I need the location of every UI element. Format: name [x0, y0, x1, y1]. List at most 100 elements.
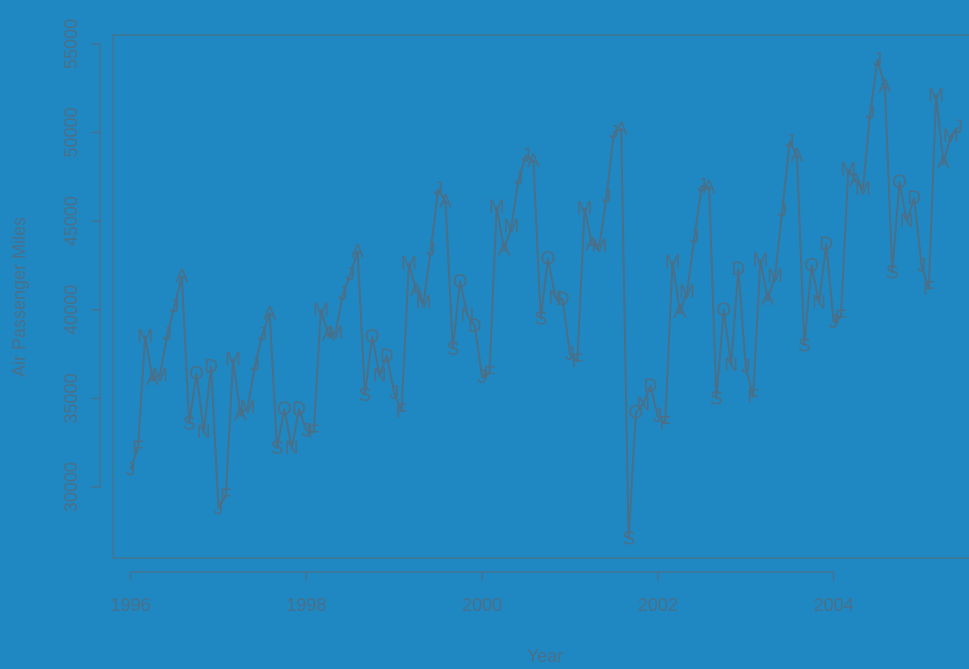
data-point-label: A: [322, 325, 335, 346]
data-point-label: M: [240, 397, 256, 418]
data-point-label: J: [873, 50, 883, 71]
data-point-label: O: [365, 326, 380, 347]
plot-frame: [112, 34, 969, 559]
data-point-label: F: [396, 401, 408, 422]
data-point-label: J: [521, 146, 531, 167]
data-point-label: S: [534, 309, 547, 330]
data-point-label: M: [591, 236, 607, 257]
data-point-label: M: [767, 266, 783, 287]
data-point-label: J: [250, 355, 260, 376]
data-point-label: J: [338, 284, 348, 305]
data-point-label: J: [829, 312, 839, 333]
data-point-label: D: [380, 346, 394, 367]
data-point-label: O: [716, 300, 731, 321]
data-point-label: A: [703, 178, 716, 199]
data-point-label: M: [489, 197, 505, 218]
x-tick-label: 2000: [462, 595, 502, 615]
data-point-label: S: [271, 438, 284, 459]
y-tick-label: 40000: [61, 285, 81, 335]
data-point-label: J: [162, 325, 172, 346]
y-tick-label: 45000: [61, 196, 81, 246]
data-point-label: S: [886, 263, 899, 284]
data-point-label: A: [937, 153, 950, 174]
data-point-label: M: [313, 300, 329, 321]
data-point-label: D: [732, 259, 746, 280]
data-point-label: O: [277, 399, 292, 420]
x-tick-label: 2004: [814, 595, 854, 615]
data-point-label: J: [302, 420, 312, 441]
data-point-label: D: [644, 376, 658, 397]
data-point-label: F: [571, 351, 583, 372]
data-point-label: F: [220, 486, 232, 507]
y-axis: 30000 35000 40000 45000 50000 55000: [61, 19, 101, 512]
data-point-label: F: [659, 413, 671, 434]
data-point-label: J: [741, 357, 751, 378]
data-point-label: S: [359, 385, 372, 406]
data-point-label: A: [849, 170, 862, 191]
data-point-label: S: [798, 335, 811, 356]
data-point-label: N: [285, 438, 299, 459]
data-point-label: N: [197, 422, 211, 443]
data-point-label: M: [928, 85, 944, 106]
data-point-label: M: [416, 293, 432, 314]
data-point-label: O: [541, 248, 556, 269]
data-point-label: J: [865, 103, 875, 124]
data-point-label: S: [710, 388, 723, 409]
data-point-label: A: [879, 76, 892, 97]
data-point-label: M: [855, 179, 871, 200]
data-point-label: D: [204, 357, 218, 378]
data-point-label: D: [292, 399, 306, 420]
y-tick-label: 30000: [61, 462, 81, 512]
data-point-label: M: [137, 326, 153, 347]
data-point-label: J: [697, 176, 707, 197]
data-point-label: M: [577, 199, 593, 220]
x-tick-label: 1998: [286, 595, 326, 615]
data-point-label: J: [346, 264, 356, 285]
data-point-label: S: [183, 413, 196, 434]
data-layer: JFMAMJJASONDJFMAMJJASONDJFMAMJJASONDJFMA…: [126, 50, 963, 550]
y-tick-label: 50000: [61, 107, 81, 157]
data-point-label: F: [484, 364, 496, 385]
data-point-label: D: [907, 188, 921, 209]
data-point-label: O: [453, 271, 468, 292]
data-point-label: J: [426, 240, 436, 261]
data-point-label: A: [146, 369, 159, 390]
data-point-label: O: [892, 172, 907, 193]
data-point-label: N: [461, 305, 475, 326]
data-point-label: J: [917, 256, 927, 277]
x-tick-label: 1996: [111, 595, 151, 615]
series-line: [129, 58, 959, 540]
data-point-label: M: [943, 126, 959, 147]
data-point-label: J: [258, 325, 268, 346]
data-point-label: N: [900, 211, 914, 232]
data-point-label: A: [234, 404, 247, 425]
data-point-label: F: [923, 279, 935, 300]
data-point-label: S: [446, 339, 459, 360]
x-tick-label: 2002: [638, 595, 678, 615]
y-tick-label: 35000: [61, 373, 81, 423]
data-point-label: N: [636, 394, 650, 415]
data-point-label: M: [503, 217, 519, 238]
data-point-label: A: [586, 234, 599, 255]
data-point-label: M: [328, 323, 344, 344]
data-point-label: M: [679, 282, 695, 303]
data-point-label: A: [761, 289, 774, 310]
data-point-label: M: [401, 254, 417, 275]
data-point-label: A: [498, 240, 511, 261]
x-axis: 1996 1998 2000 2002 2004: [111, 571, 854, 615]
data-point-label: J: [389, 383, 399, 404]
data-point-label: O: [804, 256, 819, 277]
data-point-label: M: [840, 160, 856, 181]
data-point-label: A: [410, 280, 423, 301]
data-point-label: F: [308, 422, 320, 443]
data-point-label: F: [132, 438, 144, 459]
data-point-label: A: [615, 119, 628, 140]
data-point-label: N: [812, 293, 826, 314]
data-point-label: J: [565, 344, 575, 365]
data-point-label: J: [126, 459, 136, 480]
data-point-label: J: [170, 296, 180, 317]
data-point-label: J: [778, 201, 788, 222]
data-point-label: J: [433, 179, 443, 200]
data-point-label: N: [724, 355, 738, 376]
